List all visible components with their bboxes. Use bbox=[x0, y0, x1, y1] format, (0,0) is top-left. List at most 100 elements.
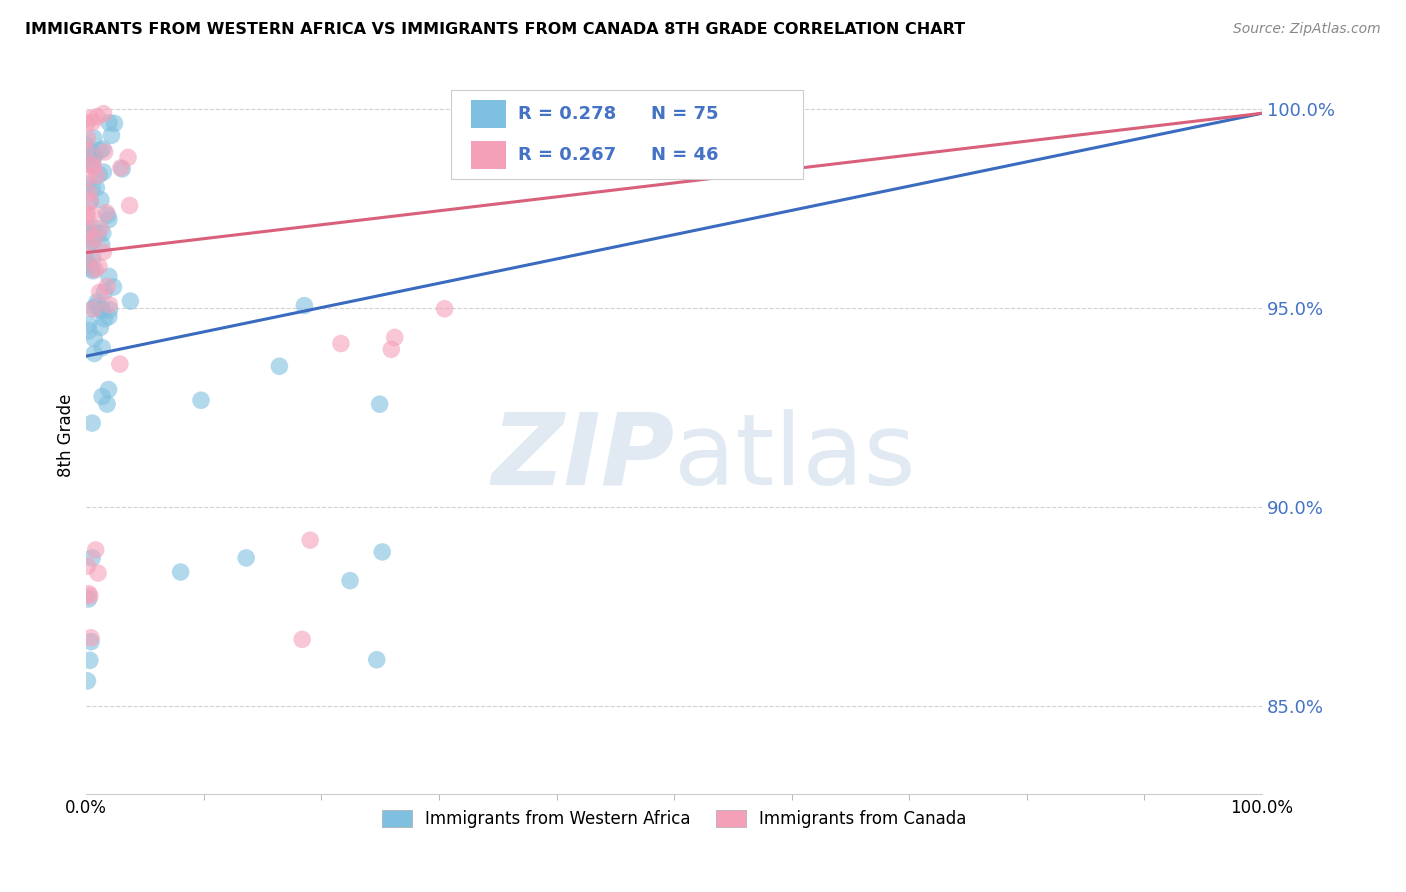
Point bbox=[83, 346, 105, 360]
Point bbox=[84, 148, 107, 162]
Point bbox=[77, 324, 100, 338]
Point bbox=[76, 131, 98, 145]
Text: R = 0.267: R = 0.267 bbox=[517, 146, 616, 164]
Point bbox=[76, 252, 98, 266]
Point bbox=[91, 390, 114, 404]
Point bbox=[118, 198, 141, 212]
Point bbox=[80, 261, 103, 276]
Point bbox=[98, 302, 121, 317]
Point bbox=[76, 223, 98, 237]
Point bbox=[83, 221, 105, 235]
Point bbox=[82, 550, 104, 565]
Point bbox=[82, 235, 104, 249]
Point bbox=[108, 357, 131, 371]
Point bbox=[84, 542, 107, 557]
Point bbox=[79, 235, 101, 249]
Point bbox=[93, 165, 115, 179]
Text: atlas: atlas bbox=[673, 409, 915, 506]
Point bbox=[91, 341, 114, 355]
Point bbox=[76, 139, 98, 153]
Point bbox=[83, 230, 105, 244]
Point bbox=[235, 550, 257, 565]
Point bbox=[86, 110, 108, 124]
FancyBboxPatch shape bbox=[451, 89, 803, 179]
Point bbox=[100, 128, 122, 143]
Point bbox=[93, 244, 115, 259]
Point bbox=[96, 397, 118, 411]
Point bbox=[91, 226, 114, 240]
Point bbox=[91, 142, 114, 156]
Point bbox=[110, 161, 132, 175]
Point bbox=[97, 212, 120, 227]
Point bbox=[76, 154, 98, 169]
Point bbox=[83, 332, 105, 346]
Point bbox=[87, 566, 110, 580]
Text: N = 75: N = 75 bbox=[651, 105, 718, 123]
Point bbox=[76, 559, 98, 574]
Point bbox=[103, 116, 125, 130]
Point bbox=[368, 397, 391, 411]
Point bbox=[89, 302, 111, 317]
Point bbox=[82, 115, 104, 129]
Point bbox=[86, 181, 108, 195]
Point bbox=[79, 194, 101, 208]
Point bbox=[93, 145, 115, 159]
Point bbox=[76, 144, 98, 158]
Point bbox=[97, 310, 120, 324]
Point bbox=[79, 158, 101, 172]
Point bbox=[433, 301, 456, 316]
Point bbox=[76, 673, 98, 688]
Point bbox=[89, 144, 111, 158]
Point bbox=[103, 280, 125, 294]
Point bbox=[76, 211, 98, 225]
Text: N = 46: N = 46 bbox=[651, 146, 718, 164]
Point bbox=[79, 145, 101, 160]
Point bbox=[87, 259, 110, 273]
Point bbox=[84, 262, 107, 277]
Point bbox=[79, 149, 101, 163]
Point bbox=[90, 303, 112, 318]
Point bbox=[82, 264, 104, 278]
Point bbox=[79, 653, 101, 667]
Point bbox=[79, 589, 101, 603]
Bar bbox=[471, 142, 506, 169]
Point bbox=[89, 285, 111, 300]
Point bbox=[93, 285, 115, 299]
Point bbox=[384, 330, 406, 344]
Point bbox=[76, 178, 98, 192]
Point bbox=[86, 169, 108, 183]
Point bbox=[98, 116, 121, 130]
Point bbox=[371, 545, 394, 559]
Point bbox=[97, 208, 120, 222]
Point bbox=[90, 193, 112, 207]
Point bbox=[77, 258, 100, 272]
Point bbox=[120, 294, 142, 309]
Bar bbox=[471, 100, 506, 128]
Point bbox=[82, 301, 104, 316]
Point bbox=[98, 298, 121, 312]
Point bbox=[82, 157, 104, 171]
Point bbox=[77, 592, 100, 607]
Point bbox=[80, 208, 103, 222]
Point bbox=[339, 574, 361, 588]
Point bbox=[82, 181, 104, 195]
Point bbox=[80, 153, 103, 168]
Point bbox=[86, 299, 108, 313]
Point bbox=[79, 194, 101, 209]
Point bbox=[96, 205, 118, 219]
Point bbox=[269, 359, 291, 374]
Text: Source: ZipAtlas.com: Source: ZipAtlas.com bbox=[1233, 22, 1381, 37]
Point bbox=[169, 565, 191, 579]
Y-axis label: 8th Grade: 8th Grade bbox=[58, 394, 75, 477]
Point bbox=[89, 221, 111, 235]
Point bbox=[76, 206, 98, 220]
Text: IMMIGRANTS FROM WESTERN AFRICA VS IMMIGRANTS FROM CANADA 8TH GRADE CORRELATION C: IMMIGRANTS FROM WESTERN AFRICA VS IMMIGR… bbox=[25, 22, 966, 37]
Point bbox=[77, 317, 100, 331]
Point bbox=[291, 632, 314, 647]
Point bbox=[190, 393, 212, 408]
Point bbox=[299, 533, 322, 548]
Point bbox=[97, 269, 120, 284]
Point bbox=[111, 161, 134, 176]
Point bbox=[380, 343, 402, 357]
Point bbox=[366, 653, 388, 667]
